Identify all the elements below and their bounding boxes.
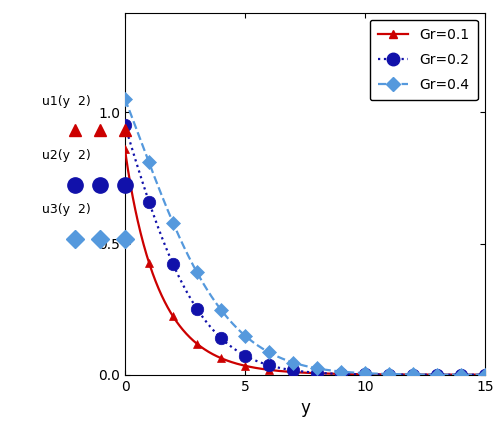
Text: u1(y  2): u1(y 2) bbox=[42, 95, 91, 108]
Text: u3(y  2): u3(y 2) bbox=[42, 203, 91, 216]
Legend: Gr=0.1, Gr=0.2, Gr=0.4: Gr=0.1, Gr=0.2, Gr=0.4 bbox=[370, 19, 478, 101]
Text: u2(y  2): u2(y 2) bbox=[42, 149, 91, 162]
X-axis label: y: y bbox=[300, 399, 310, 417]
